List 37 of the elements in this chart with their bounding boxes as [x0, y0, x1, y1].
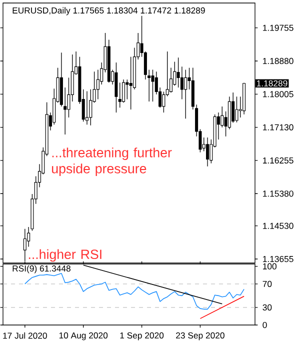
candlestick — [118, 82, 122, 108]
x-tick-label: 10 Aug 2020 — [59, 332, 108, 340]
candlestick — [206, 137, 210, 167]
candlestick — [151, 69, 154, 102]
y-tick-label: 1.13655 — [263, 256, 294, 262]
candlestick — [184, 69, 188, 119]
annotation: ...threatening further upside pressure — [52, 148, 172, 176]
candlestick — [129, 56, 132, 110]
y-tick-label: 1.19755 — [263, 24, 294, 31]
candlestick — [162, 91, 166, 113]
candlestick — [96, 69, 100, 100]
candlestick — [89, 89, 92, 126]
y-tick-label: 100 — [263, 263, 276, 270]
y-tick-label: 1.18005 — [263, 91, 294, 98]
y-tick-label: 1.14530 — [263, 222, 294, 229]
x-tick-label: 1 Sep 2020 — [120, 332, 164, 340]
y-tick-label: 1.17130 — [263, 124, 294, 130]
y-tick-label: 1.18880 — [263, 58, 294, 64]
candlestick — [180, 66, 184, 100]
text: 1.18289 — [257, 80, 288, 86]
y-tick-label: 30 — [262, 304, 272, 310]
candlestick — [126, 79, 129, 100]
y-tick-label: 1.15380 — [263, 190, 294, 197]
x-tick-label: 23 Sep 2020 — [176, 332, 224, 340]
chart-title: EURUSD,Daily 1.17565 1.18304 1.17472 1.18289 — [12, 7, 205, 16]
y-tick-label: 1.16255 — [263, 157, 294, 164]
y-tick-label: 0 — [262, 322, 267, 328]
candlestick — [169, 67, 173, 93]
annotation: ...higher RSI — [28, 249, 102, 262]
x-tick-label: 17 Jul 2020 — [3, 332, 47, 339]
candlestick — [122, 79, 126, 104]
candlestick — [114, 62, 118, 113]
candlestick — [232, 92, 235, 124]
candlestick — [85, 90, 89, 125]
chart-title: RSI(9) 61.3448 — [12, 265, 70, 274]
y-tick-label: 70 — [262, 280, 272, 288]
candlestick — [235, 96, 238, 123]
